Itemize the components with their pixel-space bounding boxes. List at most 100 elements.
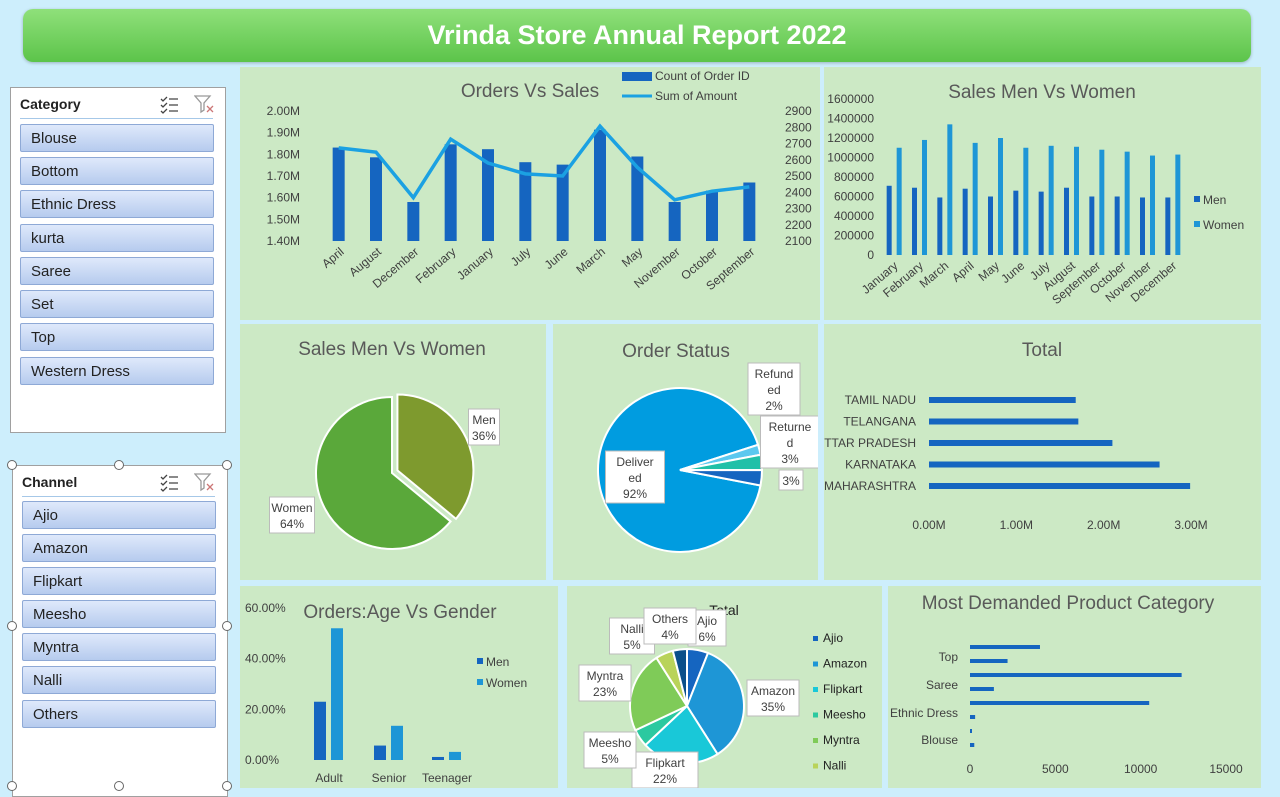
legend-label-ajio: Ajio bbox=[823, 631, 843, 645]
y-tick-label: Blouse bbox=[921, 733, 958, 747]
state-bar bbox=[929, 397, 1076, 403]
orders-bar bbox=[407, 202, 420, 241]
y-tick-label: 0 bbox=[867, 248, 874, 262]
category-item-saree[interactable]: Saree bbox=[20, 257, 214, 285]
chart-title: Order Status bbox=[622, 341, 730, 362]
channel-item-ajio[interactable]: Ajio bbox=[22, 501, 216, 529]
resize-handle[interactable] bbox=[7, 621, 17, 631]
legend-label-men: Men bbox=[1203, 193, 1226, 207]
resize-handle[interactable] bbox=[222, 460, 232, 470]
ajio-data-label: Ajio bbox=[697, 614, 717, 628]
category-item-set[interactable]: Set bbox=[20, 290, 214, 318]
y-left-tick-label: 2.00M bbox=[267, 104, 300, 118]
category-item-western-dress[interactable]: Western Dress bbox=[20, 357, 214, 385]
chart-title: Orders Vs Sales bbox=[461, 81, 599, 102]
category-bar bbox=[970, 673, 1182, 677]
returned-data-label: d bbox=[787, 436, 794, 450]
y-tick-label: 1000000 bbox=[827, 151, 874, 165]
x-tick-label: 0.00M bbox=[912, 518, 945, 532]
orders-age-vs-gender-panel[interactable]: Orders:Age Vs Gender 0.00% 20.00% 40.00% 60.… bbox=[240, 586, 558, 788]
orders-bar bbox=[332, 147, 345, 241]
x-tick-label: 2.00M bbox=[1087, 518, 1120, 532]
delivered-data-label: Deliver bbox=[616, 455, 653, 469]
category-slicer-title: Category bbox=[20, 96, 81, 112]
legend-swatch-meesho bbox=[813, 712, 818, 718]
resize-handle[interactable] bbox=[222, 621, 232, 631]
others-data-label-box bbox=[643, 607, 697, 645]
x-tick-label: June bbox=[542, 244, 571, 272]
resize-handle[interactable] bbox=[114, 781, 124, 791]
x-tick-label: 10000 bbox=[1124, 762, 1158, 776]
most-demanded-category-panel[interactable]: Most Demanded Product Category Top Saree Et… bbox=[888, 586, 1261, 788]
orders-vs-sales-panel[interactable]: Orders Vs Sales Count of Order ID Sum of A… bbox=[240, 67, 820, 320]
other-data-label: 3% bbox=[782, 474, 800, 488]
channel-slicer[interactable]: Channel Ajio Amazon Flipkart Meesho Mynt… bbox=[12, 465, 228, 797]
resize-handle[interactable] bbox=[114, 460, 124, 470]
meesho-data-label-box bbox=[583, 731, 637, 769]
channel-item-meesho[interactable]: Meesho bbox=[22, 600, 216, 628]
legend-swatch-men bbox=[1194, 196, 1200, 202]
resize-handle[interactable] bbox=[222, 781, 232, 791]
x-tick-label: March bbox=[573, 245, 608, 277]
y-tick-label: 1600000 bbox=[827, 92, 874, 106]
refunded-data-label: ed bbox=[767, 383, 780, 397]
x-tick-label: February bbox=[413, 245, 459, 287]
y-tick-label: 0.00% bbox=[245, 753, 279, 767]
x-tick-label: 0 bbox=[967, 762, 974, 776]
sales-men-vs-women-bar-panel[interactable]: Sales Men Vs Women 0 200000 400000 600000 800… bbox=[824, 67, 1261, 320]
category-slicer[interactable]: Category Blouse Bottom Ethnic Dress kurt… bbox=[10, 87, 226, 433]
legend-label-women: Women bbox=[486, 676, 527, 690]
state-total-panel[interactable]: Total TAMIL NADU TELANGANA UTTAR PRADESH KAR… bbox=[816, 324, 1261, 580]
amazon-data-label-box bbox=[746, 679, 800, 717]
women-bar bbox=[1023, 147, 1029, 255]
order-status-panel[interactable]: Order Status Deliver ed 92% Refund ed 2% Return… bbox=[553, 324, 820, 580]
women-bar bbox=[1150, 155, 1155, 255]
category-item-kurta[interactable]: kurta bbox=[20, 224, 214, 252]
category-item-blouse[interactable]: Blouse bbox=[20, 124, 214, 152]
resize-handle[interactable] bbox=[7, 460, 17, 470]
category-bar bbox=[970, 659, 1008, 663]
y-right-tick-label: 2100 bbox=[785, 234, 812, 248]
channel-total-panel[interactable]: TotalAjio6%Amazon35%Flipkart22%Meesho5%M… bbox=[567, 586, 882, 789]
channel-item-others[interactable]: Others bbox=[22, 700, 216, 728]
legend-swatch-men bbox=[477, 658, 483, 664]
channel-item-myntra[interactable]: Myntra bbox=[22, 633, 216, 661]
x-tick-label: Adult bbox=[315, 771, 343, 785]
channel-item-flipkart[interactable]: Flipkart bbox=[22, 567, 216, 595]
category-bar bbox=[970, 729, 972, 733]
women-bar bbox=[998, 138, 1003, 255]
men-bar bbox=[937, 197, 943, 255]
category-item-ethnic-dress[interactable]: Ethnic Dress bbox=[20, 190, 214, 218]
y-left-tick-label: 1.60M bbox=[267, 191, 300, 205]
y-tick-label: UTTAR PRADESH bbox=[824, 436, 916, 450]
clear-filter-icon[interactable] bbox=[194, 94, 214, 114]
category-item-top[interactable]: Top bbox=[20, 323, 214, 351]
clear-filter-icon[interactable] bbox=[194, 472, 214, 492]
other-data-label-box bbox=[778, 469, 804, 491]
category-item-bottom[interactable]: Bottom bbox=[20, 157, 214, 185]
myntra-data-label: 23% bbox=[593, 685, 617, 699]
legend-swatch-orders bbox=[622, 72, 652, 81]
legend-label-meesho: Meesho bbox=[823, 708, 866, 722]
y-tick-label: 60.00% bbox=[245, 601, 286, 615]
women-bar bbox=[972, 142, 978, 255]
amazon-data-label: Amazon bbox=[751, 684, 795, 698]
men-bar bbox=[962, 188, 968, 255]
resize-handle[interactable] bbox=[7, 781, 17, 791]
multi-select-icon[interactable] bbox=[159, 94, 179, 114]
channel-item-amazon[interactable]: Amazon bbox=[22, 534, 216, 562]
y-tick-label: TAMIL NADU bbox=[845, 393, 916, 407]
legend-label-myntra: Myntra bbox=[823, 733, 860, 747]
chart-title: Sales Men Vs Women bbox=[948, 82, 1136, 103]
y-tick-label: Saree bbox=[926, 678, 958, 692]
orders-bar bbox=[743, 182, 756, 241]
report-banner: Vrinda Store Annual Report 2022 bbox=[23, 9, 1251, 62]
channel-item-nalli[interactable]: Nalli bbox=[22, 666, 216, 694]
x-tick-label: April bbox=[319, 245, 346, 271]
chart-title: Sales Men Vs Women bbox=[298, 339, 486, 360]
category-bar bbox=[970, 645, 1040, 649]
sales-men-vs-women-pie-panel[interactable]: Sales Men Vs Women Men 36% Women 64% bbox=[240, 324, 546, 580]
multi-select-icon[interactable] bbox=[159, 472, 179, 492]
y-right-tick-label: 2300 bbox=[785, 202, 812, 216]
women-bar bbox=[391, 725, 403, 760]
